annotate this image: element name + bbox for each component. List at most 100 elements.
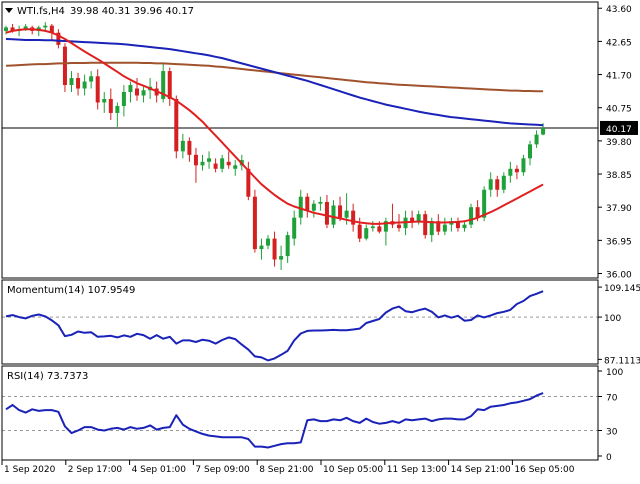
last-price-badge (600, 120, 638, 135)
candle-body (89, 76, 94, 82)
candle (76, 72, 81, 96)
candle (108, 88, 113, 120)
candle (508, 161, 513, 183)
candle (292, 210, 297, 246)
momentum-line (5, 290, 544, 362)
candle-body (193, 154, 198, 166)
candle-body (259, 245, 264, 250)
price-tick-label: 41.70 (606, 72, 632, 82)
candle (233, 160, 238, 176)
time-tick-label: 1 Sep 2020 (4, 465, 56, 475)
candle (141, 85, 146, 103)
candle (115, 102, 120, 127)
candle (161, 64, 166, 103)
sma-mid-line (5, 38, 544, 127)
price-tick-label: 39.80 (606, 138, 632, 148)
candle-body (279, 256, 284, 260)
price-tick-label: 36.00 (606, 271, 632, 281)
candle (331, 200, 336, 229)
rsi-tick-label: 70 (606, 394, 618, 404)
momentum-axis: 109.1455 100 87.1113 (598, 284, 640, 366)
candle (311, 200, 316, 218)
candle-body (233, 165, 238, 169)
candle (180, 133, 185, 159)
rsi-line (5, 392, 544, 449)
candle-body (10, 27, 15, 31)
candle (56, 29, 61, 49)
candle (187, 137, 192, 162)
candle (495, 175, 500, 197)
candle-body (338, 205, 343, 218)
candle-body (95, 76, 100, 103)
candle-body (357, 224, 362, 239)
candle (174, 95, 179, 159)
candle-body (488, 179, 493, 190)
candle-body (416, 214, 421, 222)
momentum-tick-label: 87.1113 (604, 356, 640, 366)
rsi-panel-frame (1, 365, 599, 461)
time-tick-label: 14 Sep 21:00 (451, 465, 511, 475)
candle (514, 165, 519, 180)
time-tick-label: 16 Sep 05:00 (514, 465, 574, 475)
momentum-panel-frame (1, 279, 599, 365)
candle-body (377, 226, 382, 232)
dropdown-triangle-icon[interactable] (5, 8, 13, 13)
candle-body (455, 221, 460, 229)
candle-body (311, 203, 316, 211)
candle (285, 231, 290, 264)
candle-body (226, 161, 231, 166)
candle (213, 158, 218, 173)
momentum-series-group (2, 290, 598, 362)
candle (43, 22, 48, 31)
candle (102, 92, 107, 113)
candle (252, 189, 257, 253)
candle (259, 238, 264, 260)
rsi-title: RSI(14) 73.7373 (7, 371, 88, 382)
candle (351, 203, 356, 232)
candle (128, 81, 133, 103)
candle-body (135, 88, 139, 96)
candle (121, 85, 126, 117)
sma-fast-line (5, 28, 544, 225)
last-price-label: 40.17 (606, 125, 632, 135)
candle-body (56, 32, 61, 45)
candle (89, 71, 94, 89)
candle-body (508, 168, 513, 176)
candle-body (161, 71, 166, 99)
candle-body (207, 158, 212, 162)
candle-body (213, 163, 218, 169)
rsi-tick-label: 0 (606, 453, 612, 463)
candle (298, 189, 303, 225)
candle-body (462, 224, 467, 229)
price-panel-frame (1, 1, 599, 279)
time-tick-label: 7 Sep 09:00 (195, 465, 250, 475)
candle (266, 235, 270, 250)
candle-body (174, 98, 179, 152)
rsi-axis: 100 70 30 0 (598, 368, 623, 463)
candle-body (501, 175, 506, 190)
candle-body (23, 26, 28, 30)
candle (501, 172, 506, 194)
candle (272, 231, 277, 267)
candle-body (521, 158, 526, 173)
candle-body (331, 205, 336, 225)
candle (423, 210, 428, 239)
candle-body (442, 224, 447, 232)
price-series-group (2, 22, 598, 271)
candle (364, 224, 369, 241)
price-tick-label: 40.75 (606, 105, 632, 115)
time-tick-label: 10 Sep 05:00 (323, 465, 383, 475)
candle-body (108, 98, 113, 113)
candle-body (305, 196, 310, 211)
candle (534, 130, 539, 148)
candle-body (292, 217, 297, 239)
price-tick-label: 37.90 (606, 204, 632, 214)
candle-body (429, 221, 434, 236)
candle-body (514, 168, 519, 173)
candle (436, 214, 441, 236)
time-axis: 1 Sep 2020 2 Sep 17:00 4 Sep 01:00 7 Sep 09… (1, 460, 575, 475)
candle-body (82, 81, 87, 89)
candle (469, 203, 474, 229)
